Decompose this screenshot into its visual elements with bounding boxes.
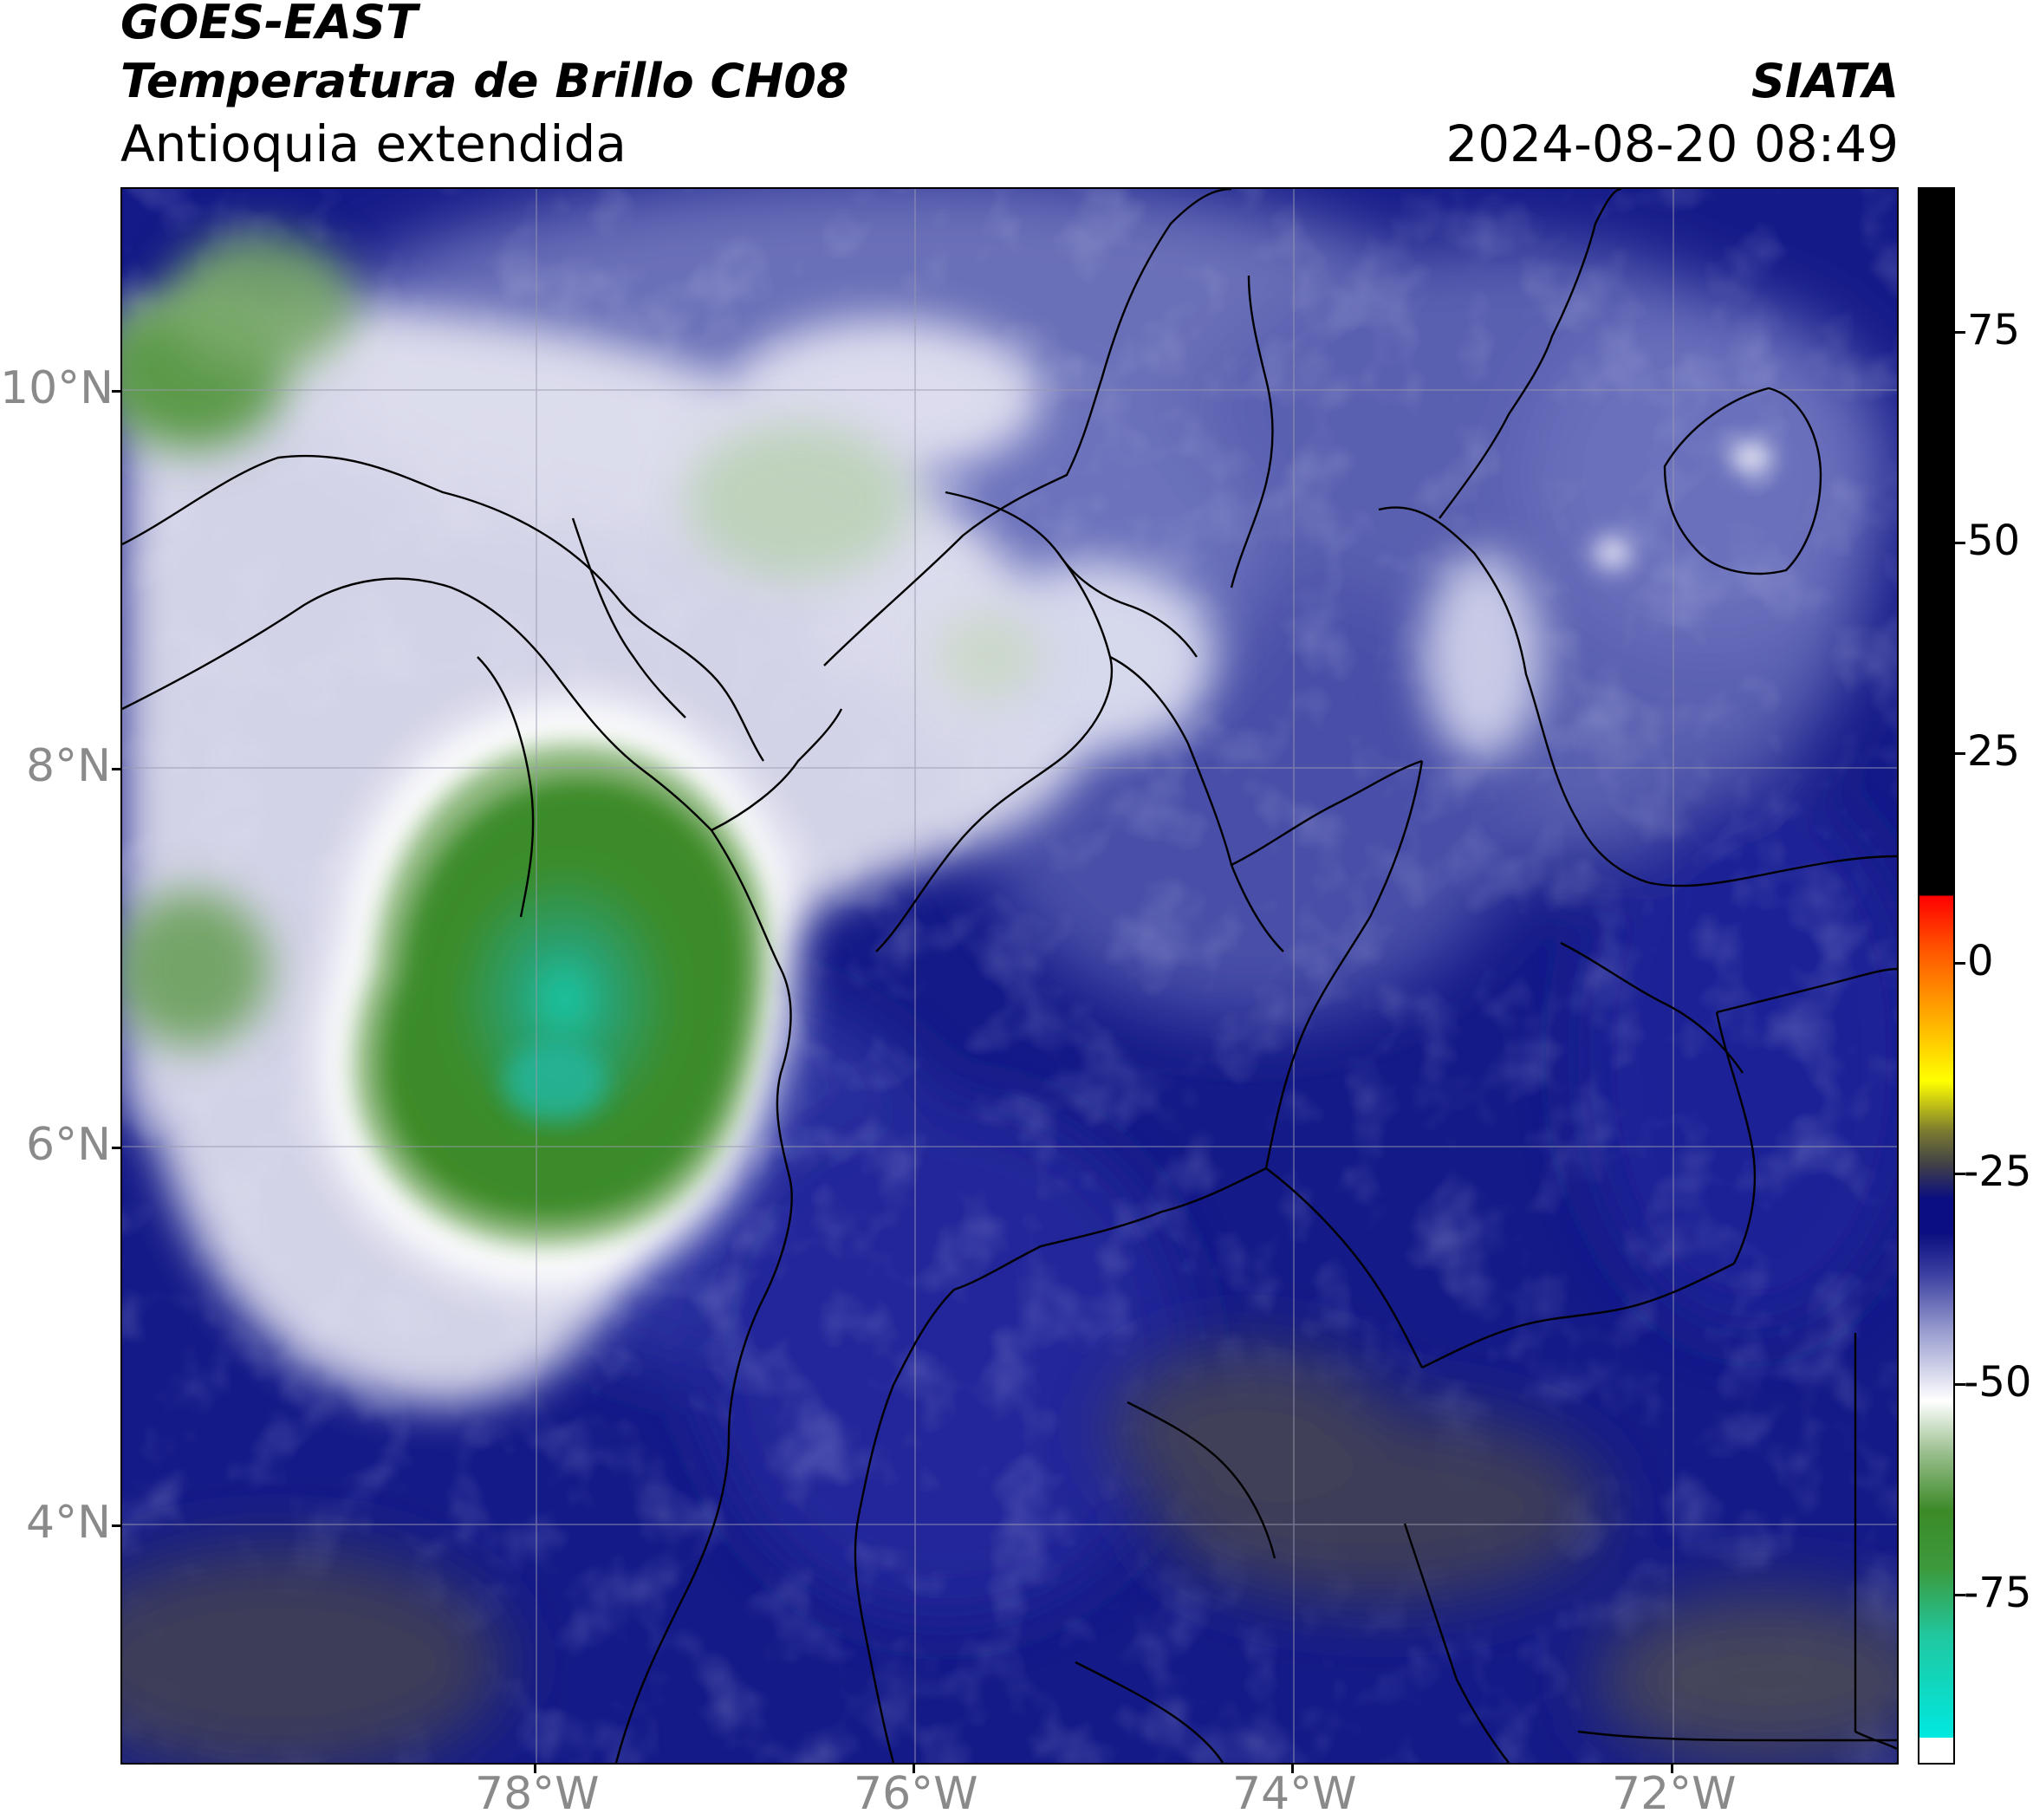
satellite-map [120, 187, 1899, 1765]
colorbar-tick-label: -25 [1964, 1147, 2032, 1197]
lon-label-72w: 72°W [1612, 1768, 1737, 1820]
lat-label-8n: 8°N [26, 740, 111, 792]
satellite-title: GOES-EAST [120, 0, 418, 49]
lon-tick [1671, 1765, 1673, 1773]
lat-label-4n: 4°N [26, 1497, 111, 1549]
colorbar-tick [1955, 1382, 1965, 1386]
lon-label-78w: 78°W [475, 1768, 600, 1820]
gridlines [122, 189, 1897, 1763]
colorbar-tick-label: 50 [1967, 516, 2021, 565]
map-canvas [122, 189, 1897, 1763]
political-borders [122, 189, 1897, 1763]
lat-tick [112, 1147, 120, 1149]
lon-tick [913, 1765, 915, 1773]
lon-tick [534, 1765, 536, 1773]
colorbar-tick-label: 0 [1967, 937, 1994, 986]
lat-label-6n: 6°N [26, 1119, 111, 1171]
lat-label-10n: 10°N [0, 362, 114, 414]
lat-tick [112, 390, 120, 393]
colorbar-tick [1955, 751, 1965, 755]
colorbar [1918, 187, 1955, 1765]
lat-tick [112, 768, 120, 770]
colorbar-tick [1955, 541, 1965, 544]
colorbar-tick [1955, 331, 1965, 335]
colorbar-tick-label: -75 [1964, 1568, 2032, 1617]
colorbar-tick-label: 25 [1967, 726, 2021, 776]
agency-label: SIATA [1750, 54, 1899, 108]
colorbar-tick-label: 75 [1967, 306, 2021, 355]
lon-label-74w: 74°W [1232, 1768, 1357, 1820]
product-title: Temperatura de Brillo CH08 [120, 54, 849, 108]
lon-tick [1291, 1765, 1294, 1773]
convective-cell [318, 700, 796, 1290]
datetime-label: 2024-08-20 08:49 [1445, 114, 1899, 173]
cold-cloud-north [122, 232, 1041, 1047]
colorbar-tick [1955, 1173, 1965, 1176]
lat-tick [112, 1524, 120, 1527]
colorbar-tick [1955, 1593, 1965, 1596]
colorbar-tick [1955, 962, 1965, 965]
colorbar-tick-label: -50 [1964, 1357, 2032, 1407]
lon-label-76w: 76°W [854, 1768, 978, 1820]
warm-surface-areas [122, 1350, 1897, 1763]
region-subtitle: Antioquia extendida [120, 114, 627, 173]
